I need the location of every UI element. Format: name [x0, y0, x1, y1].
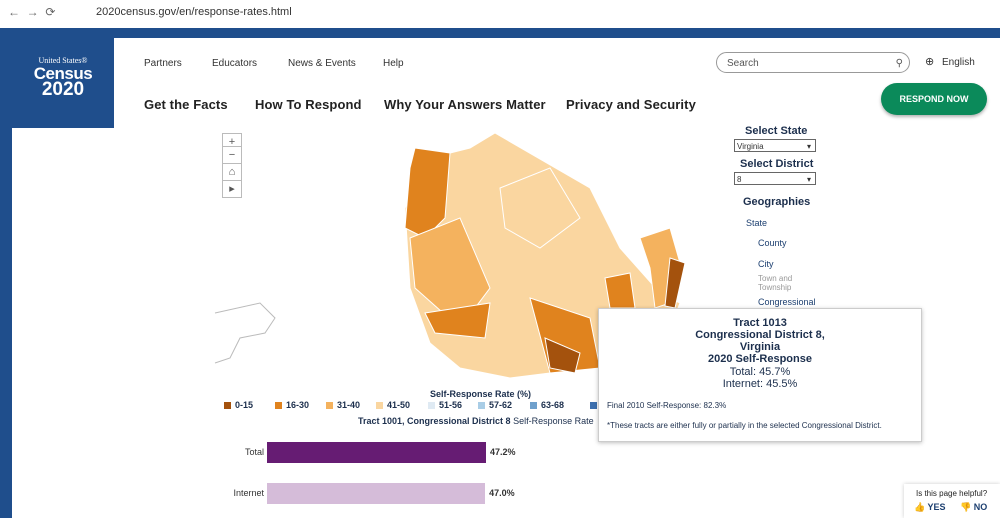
search-box[interactable]: Search ⚲: [716, 52, 910, 73]
no-text: NO: [973, 502, 988, 512]
tooltip-line: Congressional District 8,: [695, 329, 825, 341]
legend-label: 31-40: [337, 400, 361, 410]
logo-line: United States®: [38, 56, 88, 65]
legend-swatch: [428, 402, 435, 409]
main-nav-link[interactable]: Privacy and Security: [566, 97, 696, 112]
legend-label: 0-15: [235, 400, 254, 410]
top-nav-link[interactable]: Partners: [144, 58, 182, 69]
logo-line: 2020: [41, 79, 85, 100]
top-nav-link[interactable]: Educators: [212, 58, 258, 69]
feedback-yes[interactable]: 👍 YES: [914, 502, 946, 512]
legend-swatch: [530, 402, 537, 409]
browser-bar: ← → ⟳ 2020census.gov/en/response-rates.h…: [0, 0, 1000, 29]
tooltip-line: Virginia: [739, 341, 781, 353]
legend-label: 16-30: [286, 400, 310, 410]
bar-label: Total: [244, 447, 264, 457]
map-boundary: [499, 167, 581, 249]
logo[interactable]: United States® Census 2020: [12, 38, 114, 128]
tooltip-total: Total: 45.7%: [729, 366, 791, 378]
top-strip: [0, 28, 1000, 38]
geography-option[interactable]: County: [758, 238, 787, 248]
geography-option[interactable]: Town and Township: [758, 274, 793, 292]
zoom-out[interactable]: −: [222, 146, 242, 164]
main-nav-link[interactable]: How To Respond: [255, 97, 362, 112]
globe-icon: ⊕: [925, 56, 935, 68]
map-region: [544, 337, 581, 374]
feedback-no[interactable]: 👎 NO: [960, 502, 988, 512]
play-button[interactable]: ▸: [222, 180, 242, 198]
feedback: Is this page helpful? 👍 YES 👎 NO: [904, 484, 1000, 518]
main-nav-link[interactable]: Get the Facts: [144, 97, 228, 112]
tooltip-internet: Internet: 45.5%: [722, 378, 798, 390]
tooltip-final: Final 2010 Self-Response: 82.3%: [607, 401, 727, 410]
bar: [267, 483, 486, 504]
chart-title: Tract 1001, Congressional District 8 Sel…: [358, 416, 594, 426]
state-value: Virginia: [737, 142, 764, 151]
bar: [267, 442, 486, 463]
legend-swatch: [224, 402, 231, 409]
tooltip-line: 2020 Self-Response: [708, 353, 812, 365]
top-nav-link[interactable]: News & Events: [288, 58, 356, 69]
map-region: [604, 272, 636, 309]
main-nav-link[interactable]: Why Your Answers Matter: [384, 97, 546, 112]
geography-option[interactable]: City: [758, 259, 774, 269]
legend-swatch: [376, 402, 383, 409]
respond-button[interactable]: RESPOND NOW: [881, 83, 987, 115]
legend-title: Self-Response Rate (%): [430, 389, 532, 399]
logo-line: Census: [33, 64, 93, 83]
legend-swatch: [275, 402, 282, 409]
caret: ▾: [806, 142, 811, 151]
tooltip-line: Tract 1013: [733, 317, 787, 329]
legend-label: 41-50: [387, 400, 411, 410]
home-button[interactable]: ⌂: [222, 163, 242, 181]
yes-text: YES: [927, 502, 946, 512]
legend-label: 57-62: [489, 400, 513, 410]
map-outline: [214, 302, 276, 364]
geography-option[interactable]: State: [746, 218, 768, 228]
caret: ▾: [806, 175, 811, 184]
district-select[interactable]: 8 ▾: [734, 172, 816, 185]
legend-swatch: [326, 402, 333, 409]
language[interactable]: English: [942, 57, 975, 68]
legend-swatch: [478, 402, 485, 409]
feedback-question: Is this page helpful?: [916, 489, 988, 498]
bar-value-label: 47.0%: [489, 488, 515, 498]
search-placeholder: Search: [727, 58, 759, 69]
nav-arrows[interactable]: ← → ⟳: [8, 5, 56, 19]
left-strip: [0, 38, 12, 518]
district-value: 8: [737, 175, 742, 184]
map-region: [424, 302, 491, 339]
geography-option[interactable]: Congressional: [758, 297, 816, 307]
bar-value-label: 47.2%: [490, 447, 516, 457]
search-icon: ⚲: [895, 58, 903, 69]
url[interactable]: 2020census.gov/en/response-rates.html: [96, 6, 292, 18]
legend-label: 51-56: [439, 400, 463, 410]
tooltip-note: *These tracts are either fully or partia…: [607, 421, 882, 430]
legend-swatch: [590, 402, 597, 409]
chart-title-rest: Self-Response Rate: [513, 416, 594, 426]
select-district-label: Select District: [740, 158, 814, 170]
chart-title-bold: Tract 1001, Congressional District 8: [358, 416, 511, 426]
select-state-label: Select State: [745, 125, 808, 137]
top-nav-link[interactable]: Help: [383, 58, 404, 69]
geographies-title: Geographies: [743, 196, 811, 208]
tooltip: Tract 1013 Congressional District 8, Vir…: [598, 308, 922, 442]
state-select[interactable]: Virginia ▾: [734, 139, 816, 152]
bar-label: Internet: [233, 488, 264, 498]
legend-label: 63-68: [541, 400, 565, 410]
